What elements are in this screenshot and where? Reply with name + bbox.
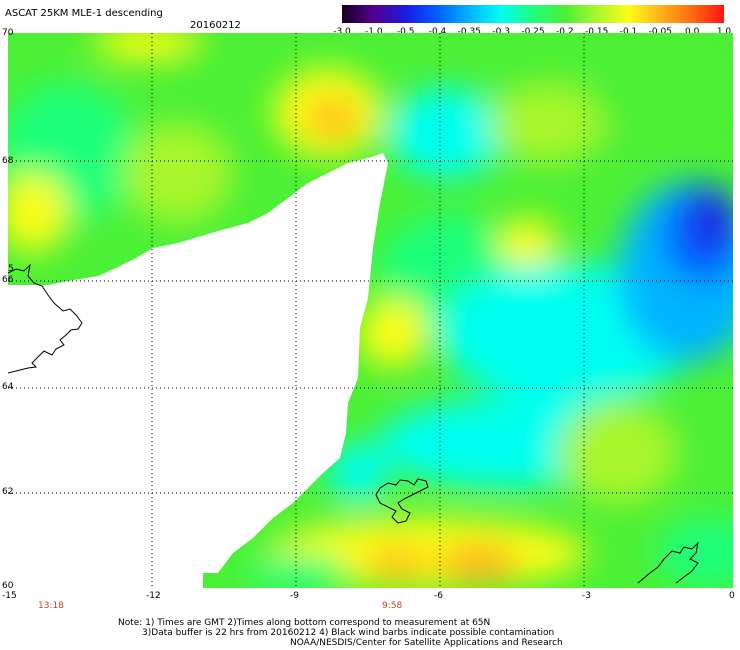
- lat-label: 68: [2, 156, 14, 166]
- lon-label: -12: [146, 591, 161, 601]
- lat-label: 60: [2, 581, 14, 591]
- colorbar-tick-label: -0.25: [521, 27, 545, 37]
- lon-label: -15: [2, 591, 17, 601]
- colorbar-tick-label: -0.4: [428, 27, 447, 37]
- colorbar-tick-label: -3.0: [333, 27, 351, 37]
- footer-note-2: 3)Data buffer is 22 hrs from 20160212 4)…: [142, 628, 555, 638]
- colorbar-tick-label: -0.35: [457, 27, 481, 37]
- pass-time: 13:18: [38, 601, 64, 611]
- wind-field: [8, 33, 733, 588]
- colorbar-tick-label: -1.0: [365, 27, 383, 37]
- lon-label: -6: [434, 591, 443, 601]
- lat-label-extra: 5: [8, 264, 14, 274]
- product-date: 20160212: [190, 20, 241, 31]
- coastline: [8, 263, 699, 584]
- colorbar-tick-label: -0.15: [585, 27, 609, 37]
- product-title: ASCAT 25KM MLE-1 descending: [5, 8, 163, 19]
- lon-label: 0: [729, 591, 735, 601]
- colorbar-tick-label: 0.0: [684, 27, 700, 37]
- colorbar-tick-label: -0.5: [396, 27, 415, 37]
- lat-label: 64: [2, 382, 14, 392]
- colorbar-tick-label: -0.1: [619, 27, 638, 37]
- colorbar: [342, 5, 724, 23]
- lon-label: -9: [290, 591, 299, 601]
- colorbar-tick-label: -0.05: [648, 27, 672, 37]
- wind-map: [8, 33, 733, 588]
- colorbar-tick-label: -0.2: [556, 27, 574, 37]
- colorbar-tick-label: 1.0: [716, 27, 732, 37]
- colorbar-gradient: [342, 5, 724, 23]
- colorbar-tick-label: -0.3: [492, 27, 510, 37]
- lon-label: -3: [582, 591, 591, 601]
- graticule: [8, 33, 733, 588]
- footer-note-1: Note: 1) Times are GMT 2)Times along bot…: [118, 618, 491, 628]
- lat-label: 66: [2, 275, 14, 285]
- lat-label: 70: [2, 28, 14, 38]
- footer-credit: NOAA/NESDIS/Center for Satellite Applica…: [290, 638, 563, 648]
- pass-time: 9:58: [382, 601, 403, 611]
- lat-label: 62: [2, 487, 14, 497]
